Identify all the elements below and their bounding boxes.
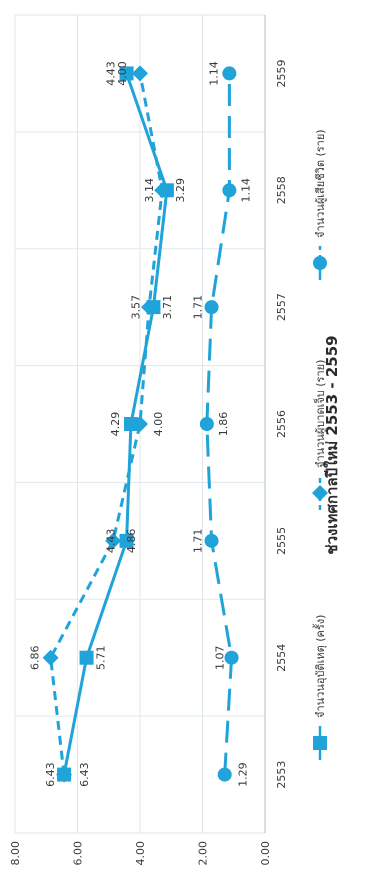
axes: 0.00 2.00 4.00 6.00 8.00 2553 2554 2555 2556 2557… — [9, 15, 288, 866]
marker-diamond — [42, 649, 59, 666]
marker-circle — [224, 650, 239, 665]
data-label: 4.43 — [105, 61, 118, 86]
data-label: 4.00 — [152, 412, 165, 437]
marker-circle — [199, 417, 214, 431]
data-label: 3.14 — [143, 178, 156, 203]
data-label: 1.14 — [207, 61, 220, 86]
marker-diamond — [154, 182, 171, 199]
data-label: 1.71 — [192, 529, 205, 554]
data-label: 4.43 — [105, 529, 118, 554]
marker-circle — [204, 533, 219, 548]
legend-item-2: จำนวนผู้บาดเจ็บ (ราย) — [312, 360, 328, 510]
x-tick-label: 2556 — [275, 410, 288, 438]
marker-diamond — [132, 416, 148, 432]
legend-label: จำนวนผู้เสียชีวิต (ราย) — [314, 129, 327, 238]
marker-diamond — [141, 299, 158, 316]
data-label: 3.57 — [129, 295, 142, 320]
data-label: 1.71 — [192, 295, 205, 320]
marker-diamond — [312, 485, 328, 501]
marker-circle — [222, 183, 237, 198]
marker-square — [119, 66, 134, 81]
series-layer — [42, 65, 239, 783]
legend-label: จำนวนอุบัติเหตุ (ครั้ง) — [312, 615, 327, 718]
series-3 — [199, 66, 239, 782]
data-label: 4.29 — [109, 412, 122, 437]
marker-square — [313, 736, 327, 750]
data-label: 3.29 — [174, 178, 187, 203]
x-tick-label: 2555 — [275, 527, 288, 555]
legend-item-1: จำนวนอุบัติเหตุ (ครั้ง) — [312, 615, 327, 760]
chart-title: ช่วงเทศกาลปีใหม่ 2553 - 2559 — [323, 335, 341, 554]
marker-square — [123, 417, 138, 431]
x-tick-label: 2557 — [275, 293, 288, 321]
x-tick-label: 2553 — [275, 761, 288, 789]
data-label: 1.07 — [214, 645, 227, 670]
data-label: 1.14 — [239, 178, 252, 203]
data-label: 5.71 — [95, 645, 108, 670]
y-tick-label: 0.00 — [259, 841, 272, 866]
y-tick-label: 6.00 — [72, 841, 85, 866]
legend: จำนวนอุบัติเหตุ (ครั้ง) จำนวนผู้บาดเจ็บ (… — [312, 129, 328, 760]
marker-circle — [313, 256, 327, 270]
data-label: 3.71 — [161, 295, 174, 320]
marker-circle — [204, 300, 219, 315]
data-label: 6.43 — [44, 762, 57, 787]
data-label: 4.00 — [116, 61, 129, 86]
x-tick-label: 2559 — [275, 59, 288, 87]
legend-item-3: จำนวนผู้เสียชีวิต (ราย) — [313, 129, 327, 280]
marker-circle — [222, 66, 237, 81]
data-label: 4.86 — [125, 529, 138, 554]
y-tick-label: 4.00 — [134, 841, 147, 866]
marker-diamond — [132, 65, 148, 82]
data-label: 1.29 — [237, 762, 250, 787]
x-tick-label: 2554 — [275, 644, 288, 672]
marker-square — [119, 533, 134, 548]
grid — [14, 14, 266, 834]
x-tick-label: 2558 — [275, 176, 288, 204]
data-label: 1.86 — [217, 412, 230, 437]
marker-square — [79, 650, 94, 665]
data-labels: 6.43 5.71 4.43 4.29 3.57 3.14 4.43 6.43 6.86 4.86… — [29, 61, 253, 787]
marker-circle — [217, 767, 232, 782]
data-label: 6.43 — [78, 762, 91, 787]
y-tick-label: 2.00 — [197, 841, 210, 866]
y-tick-label: 8.00 — [9, 841, 22, 866]
legend-label: จำนวนผู้บาดเจ็บ (ราย) — [313, 360, 327, 468]
data-label: 6.86 — [29, 645, 42, 670]
